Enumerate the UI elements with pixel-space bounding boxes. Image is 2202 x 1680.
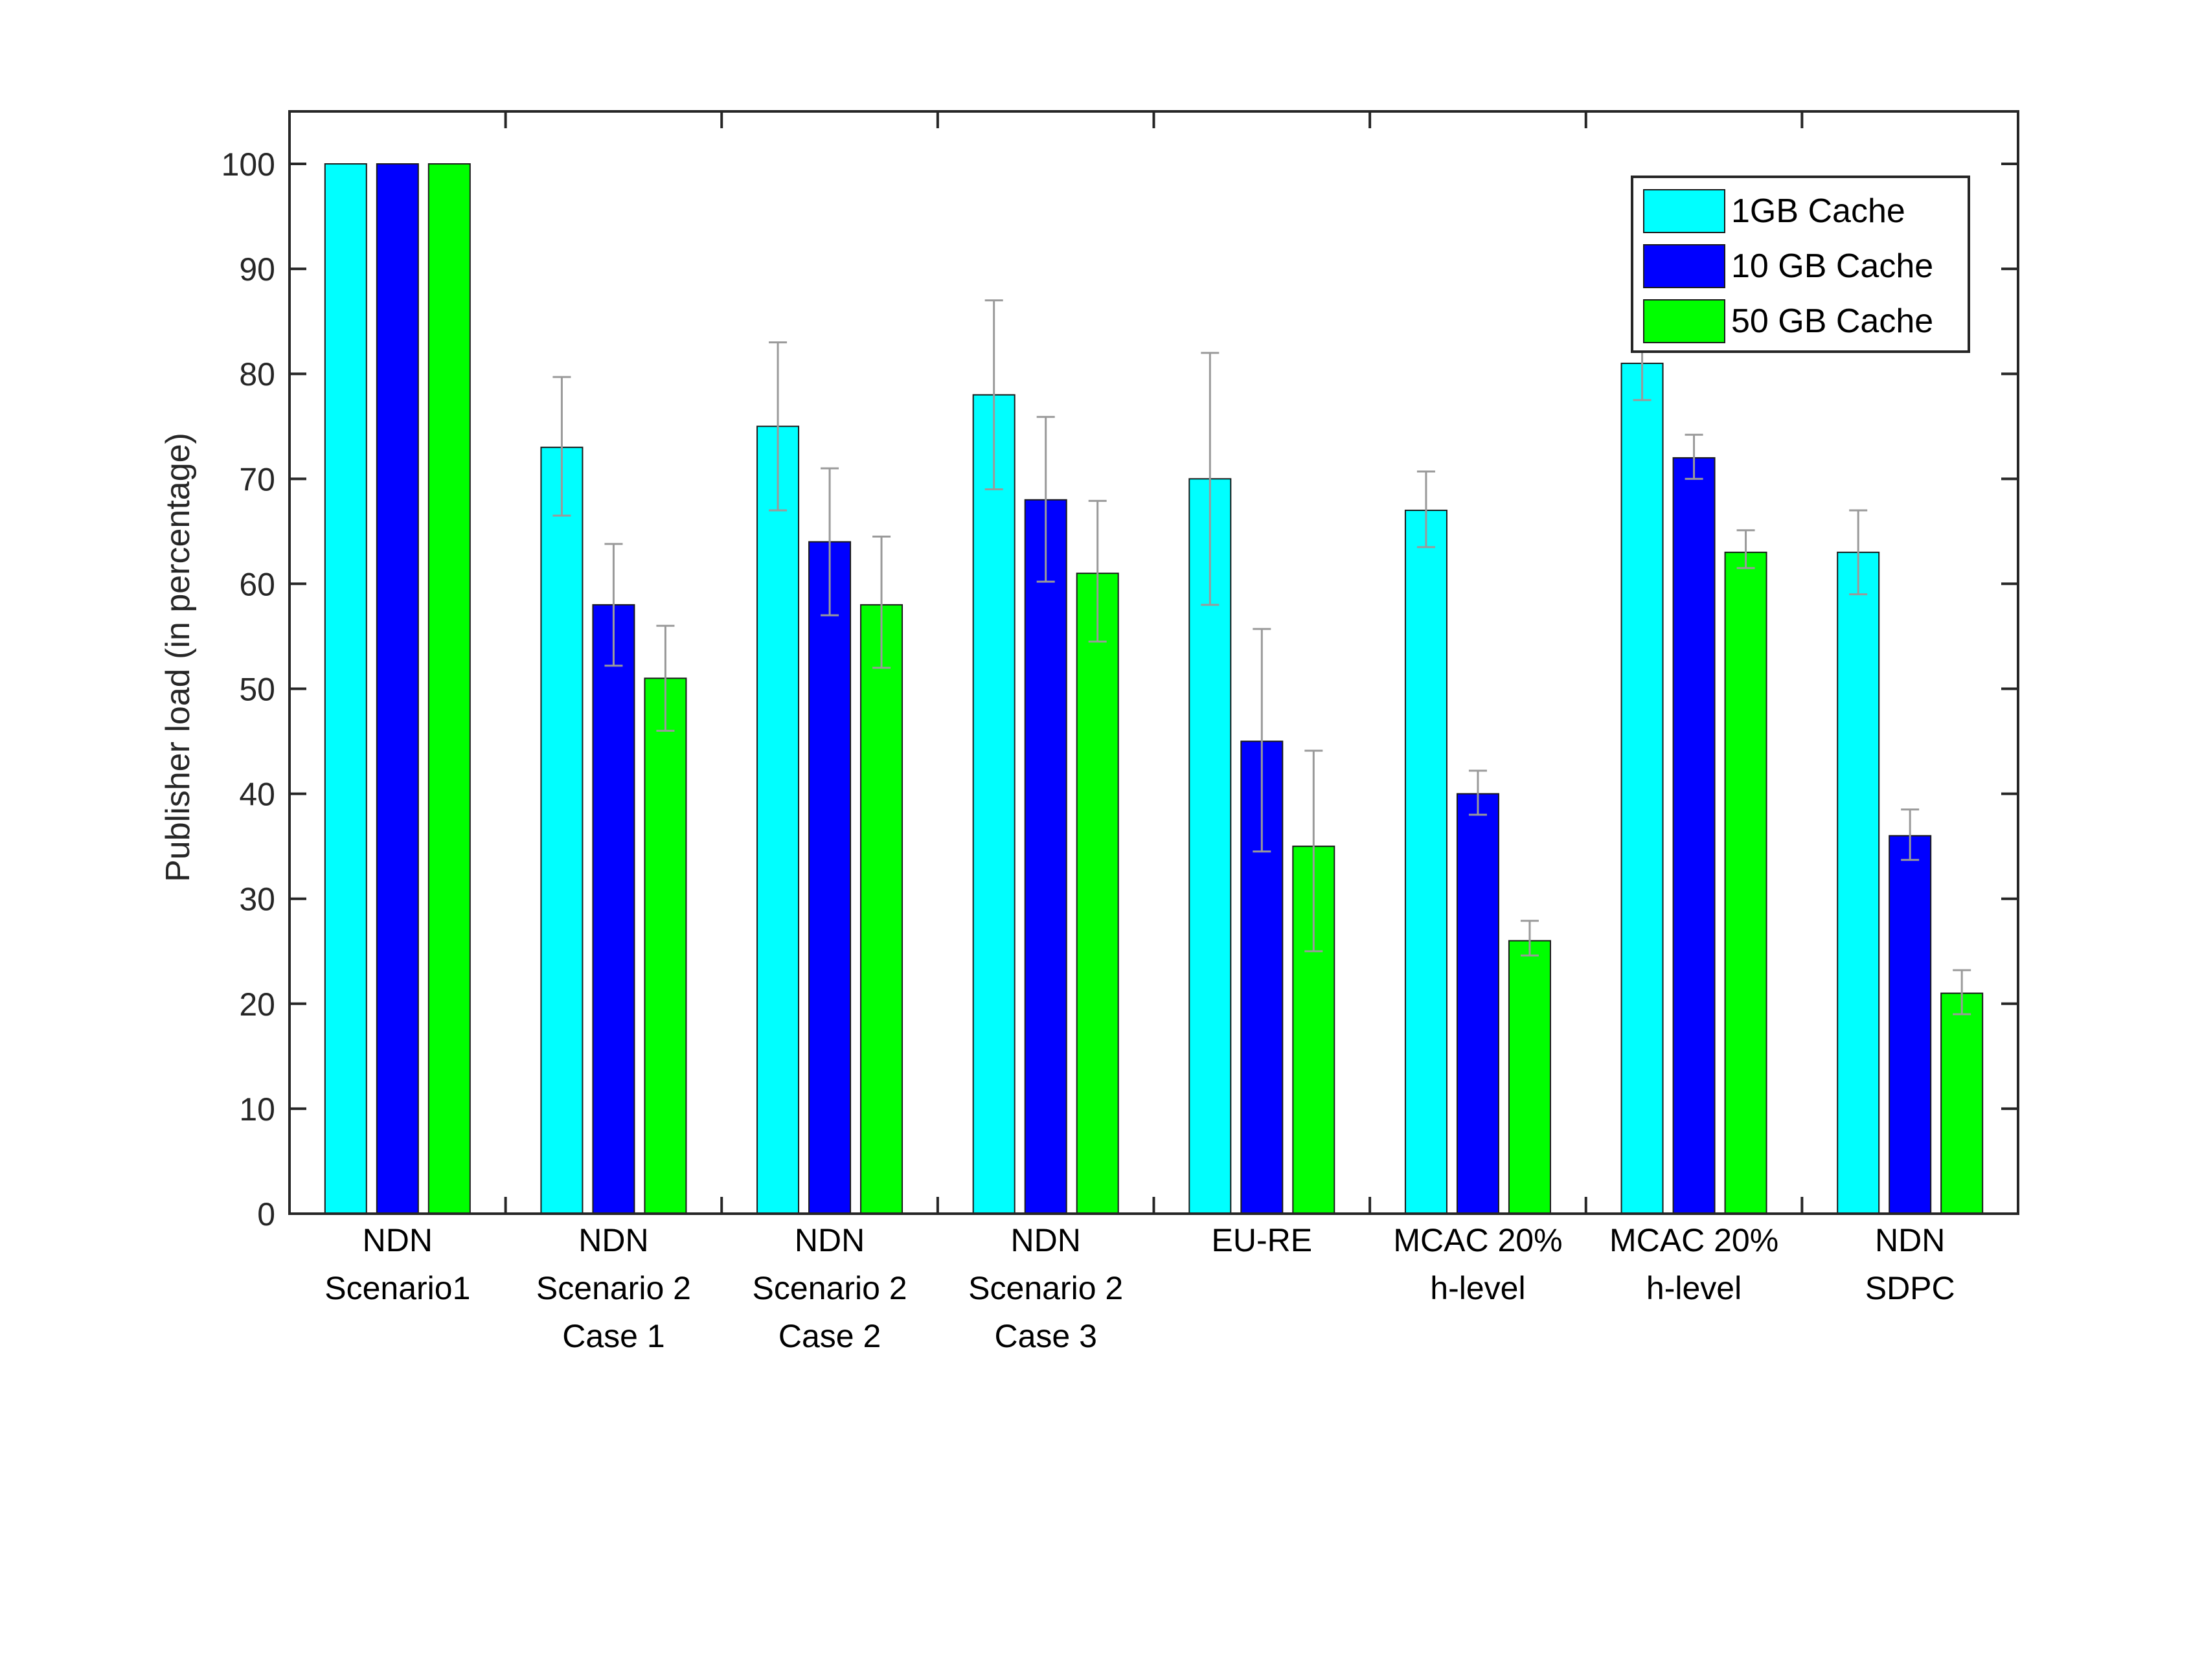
bar-2-6 (1724, 551, 1767, 1214)
x-category-label-line: Case 3 (994, 1318, 1096, 1354)
y-axis-title: Publisher load (in percentage) (159, 433, 197, 882)
bar-0-2 (756, 426, 800, 1214)
legend-label-0: 1GB Cache (1731, 192, 1905, 230)
x-category-label-line: EU-RE (1212, 1222, 1313, 1258)
error-bar-2-2 (872, 535, 891, 669)
error-bar-2-1 (656, 624, 675, 732)
x-category-label-line: Scenario 2 (536, 1270, 691, 1306)
y-tick-label: 100 (221, 146, 275, 183)
bar-1-1 (592, 604, 635, 1214)
error-bar-1-6 (1685, 433, 1703, 480)
bar-0-6 (1620, 363, 1664, 1214)
bar-2-0 (427, 163, 471, 1215)
x-category-label-line: h-level (1646, 1270, 1742, 1306)
y-tick-label: 60 (239, 566, 275, 602)
x-category-label: NDN Scenario 2 Case 2 (753, 1222, 907, 1354)
bar-2-1 (644, 677, 687, 1215)
x-category-label-line: Scenario 2 (968, 1270, 1123, 1306)
error-bar-2-3 (1088, 499, 1107, 643)
bar-0-1 (540, 446, 584, 1215)
bar-2-3 (1076, 573, 1119, 1214)
error-bar-2-6 (1736, 529, 1755, 569)
x-category-label-line: SDPC (1865, 1270, 1955, 1306)
y-tick-label: 50 (239, 672, 275, 708)
bar-1-3 (1024, 499, 1067, 1214)
error-bar-1-7 (1901, 808, 1920, 861)
x-category-label: NDN Scenario 2 Case 1 (536, 1222, 691, 1354)
x-category-label-line: MCAC 20% (1393, 1222, 1562, 1258)
bar-2-2 (860, 604, 903, 1214)
legend: 1GB Cache 10 GB Cache 50 GB Cache (1631, 176, 1970, 353)
error-bar-2-5 (1520, 920, 1539, 957)
error-bar-2-7 (1953, 969, 1971, 1016)
y-tick-label: 80 (239, 356, 275, 392)
y-tick-label: 30 (239, 881, 275, 918)
bar-1-0 (376, 163, 419, 1215)
legend-label-2: 50 GB Cache (1731, 302, 1933, 340)
error-bar-1-2 (821, 467, 839, 617)
x-category-label: MCAC 20% h-level (1609, 1222, 1778, 1306)
bar-1-7 (1889, 835, 1932, 1214)
error-bar-0-5 (1416, 470, 1435, 549)
y-tick-label: 90 (239, 251, 275, 288)
bar-0-5 (1404, 509, 1447, 1214)
y-tick-label: 10 (239, 1091, 275, 1128)
error-bar-0-3 (984, 299, 1003, 491)
legend-label-1: 10 GB Cache (1731, 247, 1933, 285)
bar-0-7 (1837, 551, 1880, 1214)
x-category-label: NDN Scenario 2 Case 3 (968, 1222, 1123, 1354)
x-category-label-line: Scenario1 (324, 1270, 470, 1306)
y-tick-label: 70 (239, 461, 275, 497)
x-category-label-line: Scenario 2 (753, 1270, 907, 1306)
legend-swatch-2 (1643, 299, 1725, 343)
bar-0-0 (324, 163, 367, 1215)
bar-1-6 (1672, 457, 1716, 1214)
x-category-label-line: NDN (1011, 1222, 1081, 1258)
x-category-label: EU-RE (1212, 1222, 1313, 1258)
error-bar-1-5 (1468, 769, 1487, 816)
x-category-label-line: NDN (578, 1222, 648, 1258)
x-category-label: MCAC 20% h-level (1393, 1222, 1562, 1306)
y-tick-label: 20 (239, 986, 275, 1023)
legend-swatch-1 (1643, 244, 1725, 288)
x-category-label-line: Case 1 (562, 1318, 664, 1354)
error-bar-0-4 (1201, 352, 1220, 606)
bars-layer (324, 163, 1984, 1215)
x-category-label-line: h-level (1430, 1270, 1525, 1306)
error-bar-0-2 (769, 341, 788, 512)
bar-1-2 (808, 541, 852, 1214)
axes-layer: 0 10 20 30 40 50 60 70 80 90 100 NDN Scenario1 NDN Sce… (159, 110, 2019, 1354)
x-category-label: NDN Scenario1 (324, 1222, 470, 1306)
x-category-label-line: MCAC 20% (1609, 1222, 1778, 1258)
error-bar-1-1 (604, 543, 623, 667)
error-bar-2-4 (1304, 749, 1323, 953)
bar-0-3 (972, 394, 1016, 1215)
bar-2-7 (1940, 992, 1984, 1214)
x-category-label-line: Case 2 (778, 1318, 881, 1354)
error-bar-1-3 (1036, 416, 1055, 583)
x-category-label: NDN SDPC (1865, 1222, 1955, 1306)
error-bar-0-7 (1849, 509, 1868, 596)
error-bar-1-4 (1253, 628, 1271, 853)
y-tick-label: 0 (257, 1196, 275, 1232)
x-category-label-line: NDN (1875, 1222, 1945, 1258)
x-category-label-line: NDN (795, 1222, 865, 1258)
legend-swatch-0 (1643, 189, 1725, 233)
bar-1-5 (1456, 793, 1499, 1214)
x-category-label-line: NDN (363, 1222, 433, 1258)
bar-2-5 (1508, 940, 1551, 1214)
error-bar-0-1 (552, 376, 571, 517)
y-tick-label: 40 (239, 777, 275, 813)
